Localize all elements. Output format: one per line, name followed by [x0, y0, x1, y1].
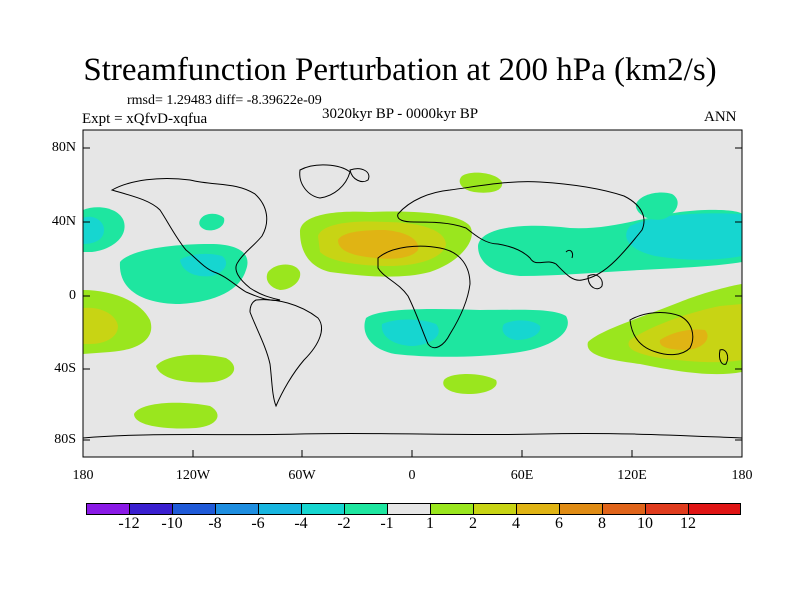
lon-label-180w: 180	[72, 468, 94, 483]
colorbar-cell	[129, 503, 173, 515]
colorbar-cell	[516, 503, 560, 515]
colorbar-label: -10	[161, 515, 183, 532]
map-background	[83, 130, 742, 457]
season-label: ANN	[704, 109, 737, 125]
map-frame	[82, 129, 743, 458]
contour-region	[338, 230, 419, 259]
contour-region	[83, 290, 152, 354]
lon-label-120w: 120W	[175, 468, 211, 483]
stats-text: rmsd= 1.29483 diff= -8.39622e-09	[127, 93, 322, 108]
lon-label-60e: 60E	[510, 468, 534, 483]
colorbar-label: -12	[118, 515, 140, 532]
contour-region	[266, 264, 301, 290]
lon-label-120e: 120E	[617, 468, 647, 483]
colorbar-cell	[688, 503, 741, 515]
contour-region	[318, 221, 446, 266]
colorbar-label: -6	[251, 515, 265, 532]
colorbar-cell	[645, 503, 689, 515]
colorbar-cell	[559, 503, 603, 515]
colorbar-cell	[258, 503, 302, 515]
contour-region	[300, 211, 472, 277]
contour-fill-layer	[83, 172, 742, 429]
contour-region	[626, 213, 742, 260]
contour-region	[443, 374, 497, 394]
lon-label-60w: 60W	[288, 468, 316, 483]
colorbar-cell	[430, 503, 474, 515]
colorbar-cell	[602, 503, 646, 515]
lon-label-0: 0	[408, 468, 416, 483]
colorbar-cell	[387, 503, 431, 515]
contour-region	[83, 216, 104, 244]
colorbar-cell	[86, 503, 130, 515]
contour-region	[635, 192, 678, 220]
contour-region	[156, 354, 235, 383]
lat-label-40n: 40N	[51, 214, 76, 229]
colorbar-cell	[172, 503, 216, 515]
colorbar-label: -1	[380, 515, 394, 532]
colorbar-label: 10	[637, 515, 653, 532]
colorbar-label: 8	[598, 515, 606, 532]
colorbar-cell	[473, 503, 517, 515]
coastlines	[83, 164, 742, 439]
contour-region	[83, 307, 118, 344]
contour-region	[134, 402, 218, 429]
colorbar-label: -8	[208, 515, 222, 532]
contour-region	[180, 253, 227, 277]
colorbar-label: -2	[337, 515, 351, 532]
colorbar-label: 1	[426, 515, 434, 532]
colorbar-cell	[344, 503, 388, 515]
contour-region	[628, 304, 742, 363]
contour-region	[381, 319, 439, 346]
map-title: Streamfunction Perturbation at 200 hPa (…	[83, 52, 717, 88]
contour-region	[364, 308, 568, 357]
lat-label-0: 0	[69, 288, 76, 303]
colorbar-label: -4	[294, 515, 308, 532]
contour-region	[587, 284, 742, 375]
lat-label-40s: 40S	[54, 361, 76, 376]
lat-label-80s: 80S	[54, 432, 76, 447]
colorbar-label: 6	[555, 515, 563, 532]
contour-region	[502, 320, 541, 340]
contour-region	[119, 244, 248, 304]
colorbar-cell	[301, 503, 345, 515]
contour-region	[199, 213, 225, 231]
lon-label-180e: 180	[731, 468, 753, 483]
period-label: 3020kyr BP - 0000kyr BP	[322, 106, 479, 122]
contour-region	[83, 207, 125, 252]
contour-region	[478, 209, 742, 276]
experiment-label: Expt = xQfvD-xqfua	[82, 111, 208, 127]
contour-region	[659, 329, 708, 350]
lat-label-80n: 80N	[51, 140, 76, 155]
axis-ticks	[82, 147, 743, 457]
contour-region	[459, 172, 503, 193]
colorbar-label: 2	[469, 515, 477, 532]
colorbar-label: 4	[512, 515, 520, 532]
colorbar-label: 12	[680, 515, 696, 532]
colorbar-cell	[215, 503, 259, 515]
